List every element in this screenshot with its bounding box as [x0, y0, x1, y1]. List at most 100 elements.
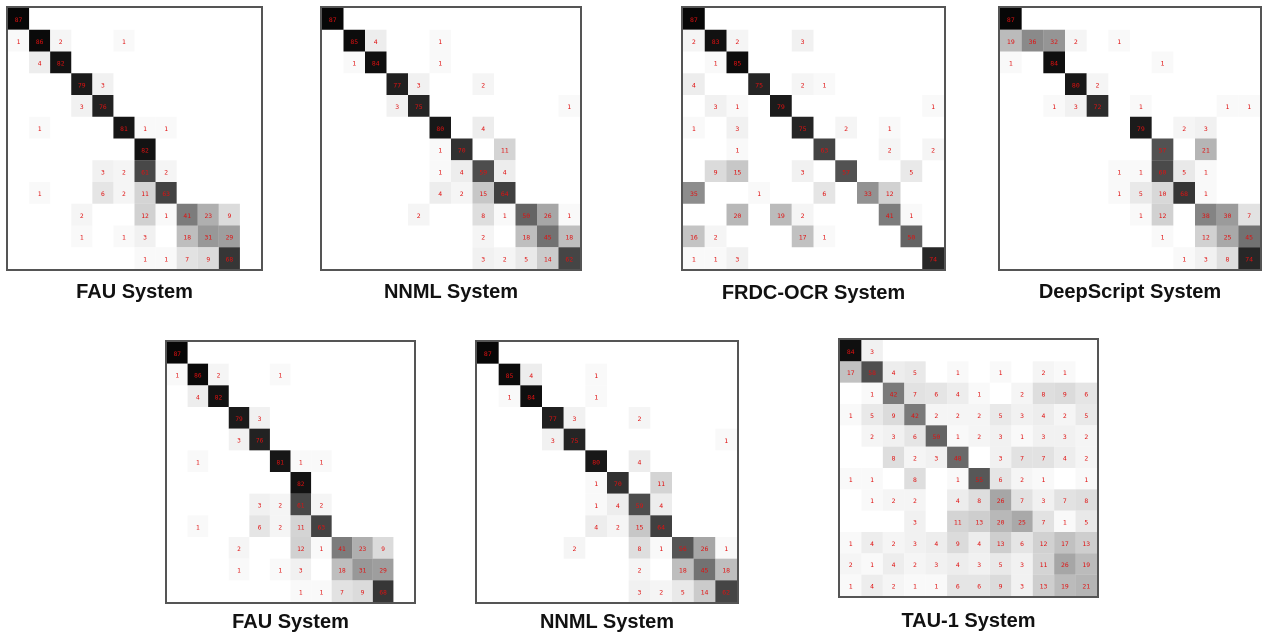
matrix-cell-fill	[352, 537, 373, 559]
matrix-cell-fill	[515, 247, 537, 269]
matrix-cell: 61	[290, 493, 312, 516]
matrix-cell-label: 42	[890, 391, 898, 399]
matrix-cell-fill	[563, 407, 586, 429]
matrix-cell-label: 1	[934, 583, 938, 591]
matrix-cell: 1	[269, 558, 291, 581]
matrix-cell-fill	[290, 472, 312, 494]
matrix-cell-fill	[558, 95, 580, 117]
matrix-cell-fill	[1011, 425, 1033, 447]
matrix-cell-fill	[269, 363, 291, 386]
matrix-cell-fill	[650, 472, 672, 494]
matrix-cell-label: 1	[567, 212, 571, 220]
matrix-cell-label: 5	[913, 369, 917, 377]
matrix-cell-label: 4	[616, 502, 620, 510]
matrix-cell-fill	[558, 247, 580, 269]
caption-nnml-top: NNML System	[383, 281, 519, 303]
matrix-cell-fill	[429, 160, 451, 182]
matrix-cell-fill	[1173, 160, 1195, 182]
matrix-cell: 1	[1130, 203, 1152, 226]
matrix-cell-fill	[197, 203, 219, 226]
matrix-cell-fill	[925, 553, 948, 575]
matrix-cell-fill	[498, 363, 521, 386]
matrix-cell-fill	[29, 51, 51, 74]
matrix-cell: 2	[269, 493, 291, 516]
matrix-cell-label: 1	[1139, 103, 1143, 111]
matrix-cell: 3	[925, 553, 948, 575]
matrix-cell: 1	[1195, 182, 1217, 204]
matrix-cell-fill	[840, 361, 862, 383]
matrix-cell-label: 11	[297, 524, 305, 531]
matrix-cell-fill	[494, 203, 516, 226]
matrix-cell: 4	[520, 363, 542, 386]
matrix-cell-label: 45	[544, 234, 552, 242]
matrix-cell: 5	[900, 160, 923, 182]
matrix-cell-label: 25	[1018, 519, 1026, 527]
matrix-cell: 1	[1108, 182, 1130, 204]
matrix-cell-label: 1	[692, 255, 696, 263]
matrix-cell-fill	[187, 515, 209, 537]
matrix-cell-label: 9	[361, 589, 365, 596]
matrix-cell: 3	[1011, 553, 1033, 575]
matrix-cell: 1	[113, 225, 135, 248]
matrix-cell-label: 3	[481, 255, 485, 263]
matrix-cell: 1	[187, 450, 209, 472]
matrix-cell: 3	[408, 73, 430, 95]
matrix-cell-fill	[715, 580, 737, 602]
matrix-cell-fill	[947, 489, 969, 511]
confusion-matrix-nnml-bottom: 87 85 4 1 1 84 1 77 3 2 3 75 1 80 4 1 70 11 1 4 59 4 4 2 15 64 2 8 1…	[475, 340, 739, 604]
matrix-cell: 3	[1195, 116, 1217, 139]
matrix-cell-fill	[628, 515, 651, 537]
matrix-cell: 75	[748, 73, 770, 95]
matrix-cell-label: 48	[954, 455, 962, 463]
matrix-cell-fill	[1216, 95, 1239, 117]
matrix-cell-label: 11	[1040, 561, 1048, 569]
matrix-cell: 41	[878, 203, 901, 226]
matrix-cell-label: 1	[870, 391, 874, 399]
matrix-cell-label: 2	[1063, 412, 1067, 420]
caption-nnml-bottom: NNML System	[539, 611, 675, 633]
matrix-cell-label: 1	[196, 524, 200, 531]
matrix-cell-label: 58	[868, 369, 876, 377]
matrix-cell-fill	[607, 472, 629, 494]
matrix-cell-fill	[904, 425, 926, 447]
matrix-cell-label: 2	[1096, 81, 1100, 89]
matrix-cell-label: 4	[638, 458, 642, 466]
matrix-cell: 1	[748, 182, 770, 204]
matrix-cell-label: 80	[592, 458, 600, 466]
matrix-cell: 62	[715, 580, 737, 602]
matrix-cell-label: 1	[320, 546, 324, 553]
matrix-cell-label: 1	[870, 476, 874, 484]
matrix-cell-fill	[840, 574, 862, 596]
matrix-cell: 26	[693, 537, 716, 559]
matrix-cell-fill	[715, 537, 737, 559]
matrix-cell: 2	[607, 515, 629, 537]
matrix-cell: 2	[882, 489, 905, 511]
matrix-cell-fill	[472, 160, 494, 182]
matrix-cell-fill	[861, 468, 883, 490]
matrix-cell-label: 11	[501, 147, 509, 155]
matrix-cell-fill	[311, 493, 332, 516]
matrix-cell-label: 5	[681, 588, 685, 596]
matrix-cell: 2	[1011, 382, 1033, 404]
matrix-cell-label: 2	[888, 147, 892, 155]
matrix-cell-label: 5	[909, 168, 913, 176]
matrix-cell-fill	[187, 385, 209, 407]
matrix-cell-label: 3	[258, 416, 262, 423]
matrix-cell-fill	[791, 203, 814, 226]
matrix-cell: 1	[155, 247, 177, 269]
matrix-cell-label: 11	[954, 519, 962, 527]
matrix-cell: 25	[1216, 225, 1239, 248]
matrix-cell-label: 1	[299, 459, 303, 466]
matrix-cell-fill	[1011, 489, 1033, 511]
matrix-cell-label: 2	[638, 415, 642, 423]
matrix-cell-label: 23	[204, 212, 212, 220]
matrix-cell-fill	[1011, 510, 1033, 532]
matrix-cell: 59	[472, 160, 494, 182]
matrix-cell-fill	[585, 472, 607, 494]
matrix-cell: 1	[1151, 51, 1174, 74]
matrix-cell-label: 1	[1084, 476, 1088, 484]
matrix-cell-label: 2	[659, 588, 663, 596]
matrix-cell-fill	[1032, 425, 1055, 447]
matrix-cell-fill	[683, 8, 705, 30]
matrix-cell-label: 84	[372, 60, 380, 68]
